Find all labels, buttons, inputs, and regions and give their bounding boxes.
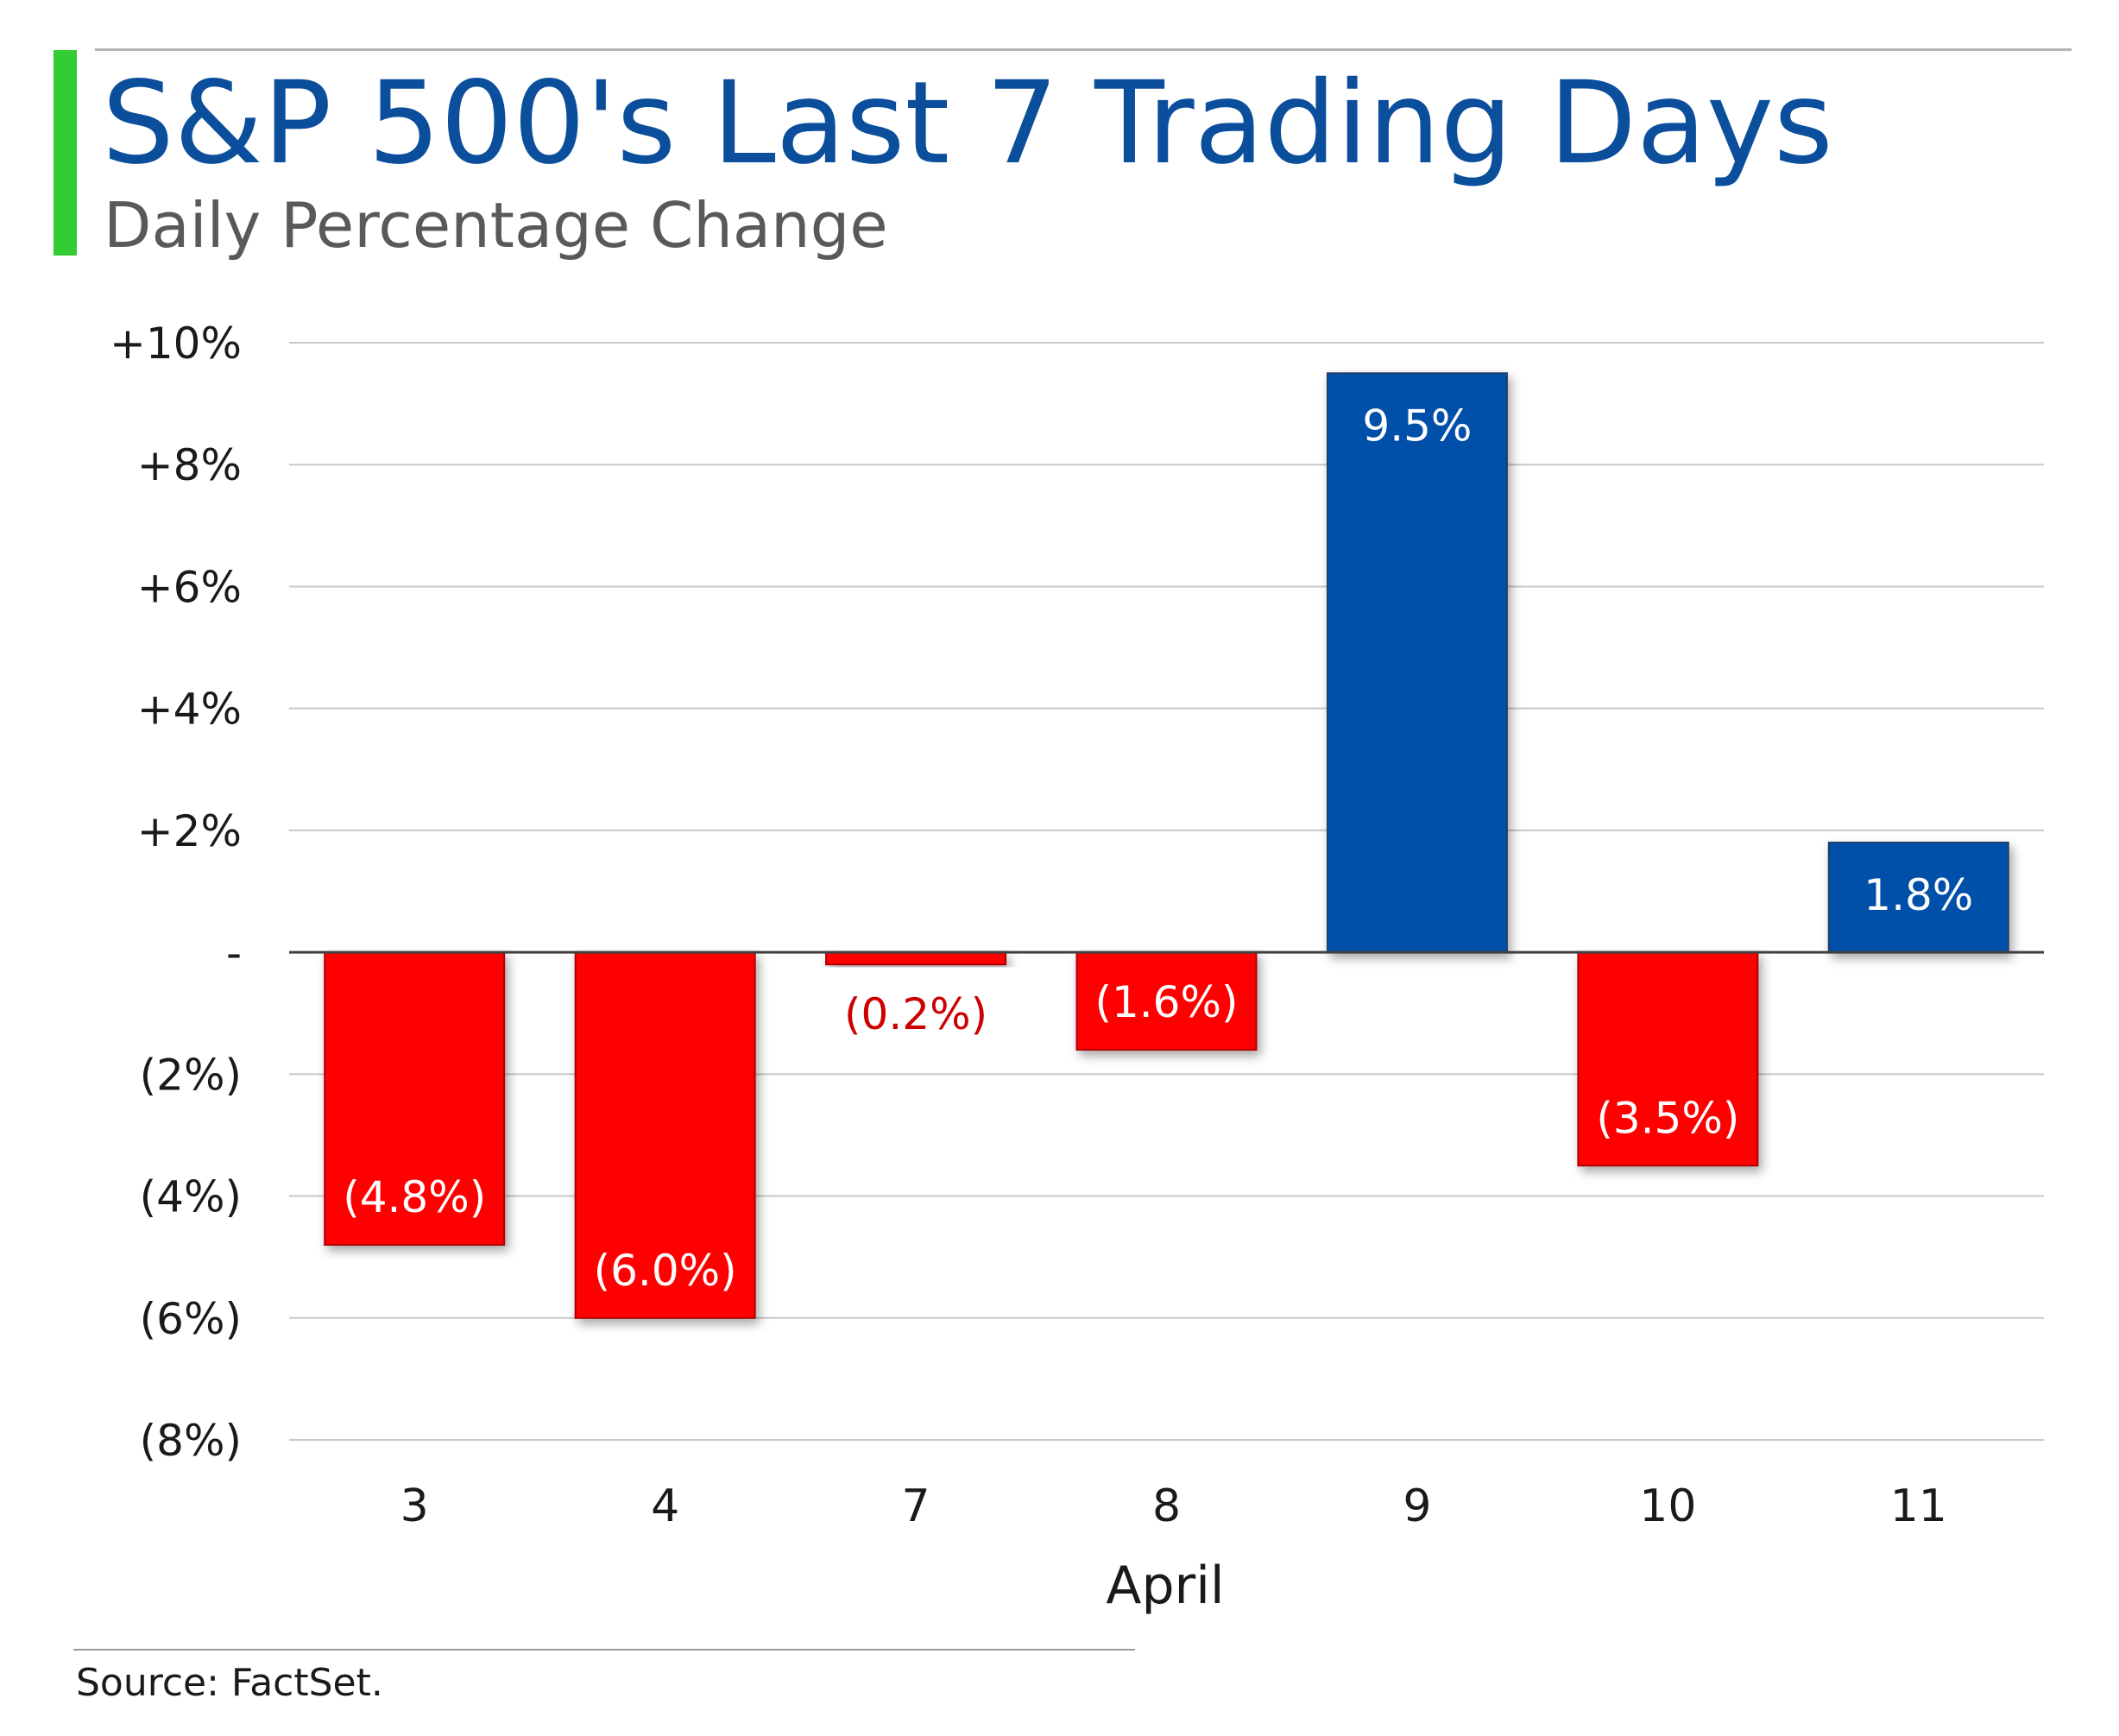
- x-tick-label: 11: [1890, 1480, 1947, 1532]
- y-tick-label: +2%: [137, 806, 242, 856]
- x-axis-ticks: 3 4 7 8 9 10 11: [400, 1480, 1947, 1532]
- y-tick-label: (6%): [140, 1294, 242, 1344]
- x-axis-label: April: [1106, 1556, 1224, 1616]
- x-tick-label: 8: [1152, 1480, 1181, 1532]
- y-tick-label: +6%: [137, 562, 242, 612]
- bar-8: [1075, 951, 1258, 1051]
- chart-title: S&P 500's Last 7 Trading Days: [102, 57, 1833, 190]
- x-tick-label: 3: [400, 1480, 429, 1532]
- bar-10: [1577, 951, 1759, 1167]
- x-tick-label: 4: [651, 1480, 679, 1532]
- bar-4: [574, 951, 756, 1319]
- x-tick-label: 10: [1639, 1480, 1696, 1532]
- y-tick-label: +4%: [137, 685, 242, 735]
- y-tick-label: +10%: [110, 319, 242, 369]
- data-label: (4.8%): [343, 1172, 486, 1222]
- y-tick-label: (2%): [140, 1050, 242, 1100]
- gridlines: [289, 342, 2044, 1441]
- y-tick-label: +8%: [137, 440, 242, 490]
- bars: [324, 372, 2009, 1319]
- top-rule: [95, 48, 2072, 51]
- bar-3: [324, 951, 506, 1247]
- chart-subtitle: Daily Percentage Change: [104, 189, 888, 262]
- source-rule: [73, 1649, 1135, 1651]
- x-tick-label: 7: [902, 1480, 930, 1532]
- data-label: 9.5%: [1362, 401, 1472, 451]
- bar-9: [1326, 372, 1508, 954]
- data-label: (1.6%): [1094, 977, 1238, 1027]
- source-note: Source: FactSet.: [76, 1661, 383, 1705]
- data-labels: (4.8%) (6.0%) (0.2%) (1.6%) 9.5% (3.5%) 1.8%: [343, 401, 1973, 1295]
- bar-chart: +10% +8% +6% +4% +2% - (2%) (4%) (6%) (8%) (4.8%)…: [110, 319, 2044, 1616]
- data-label: (6.0%): [594, 1246, 737, 1296]
- accent-bar: [54, 50, 77, 256]
- bar-11: [1827, 842, 2009, 954]
- x-tick-label: 9: [1403, 1480, 1431, 1532]
- data-label: 1.8%: [1864, 870, 1973, 920]
- data-label: (3.5%): [1596, 1093, 1739, 1143]
- y-tick-label: -: [226, 928, 242, 978]
- y-tick-label: (4%): [140, 1172, 242, 1222]
- y-tick-label: (8%): [140, 1416, 242, 1466]
- data-label: (0.2%): [844, 989, 987, 1039]
- bar-7: [825, 951, 1007, 966]
- y-axis-ticks: +10% +8% +6% +4% +2% - (2%) (4%) (6%) (8%): [110, 319, 242, 1466]
